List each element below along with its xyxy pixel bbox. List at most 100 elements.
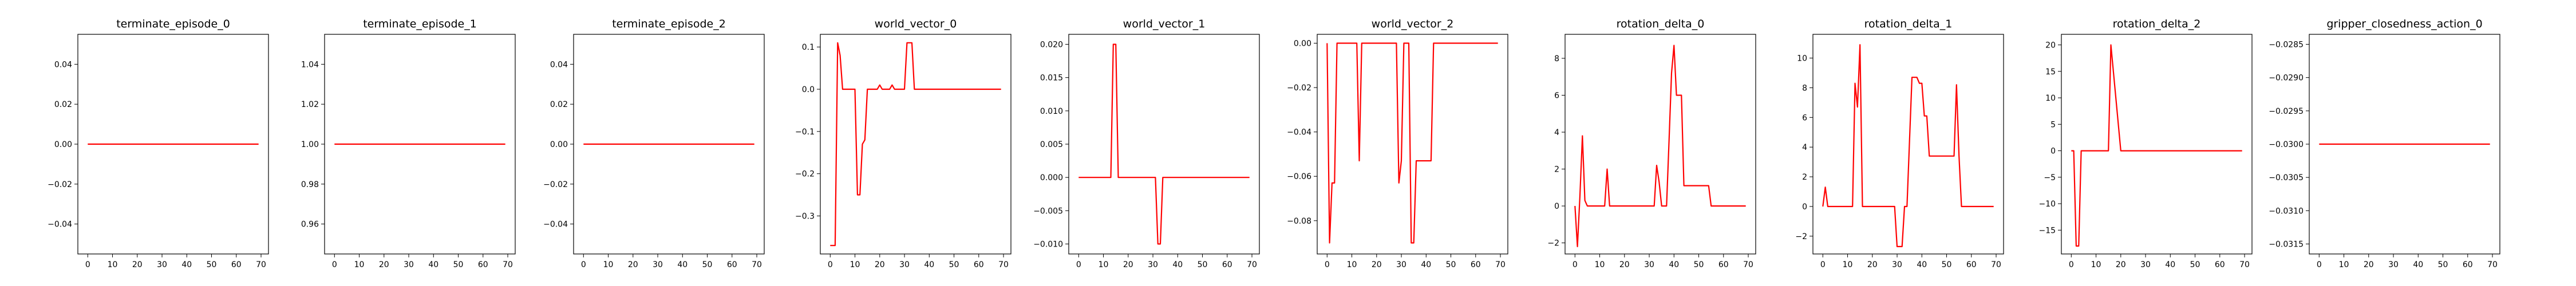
y-tick-label: −0.0300 — [2269, 140, 2304, 149]
y-tick-label: −0.0295 — [2269, 107, 2304, 116]
y-tick-label: 6 — [1554, 91, 1559, 100]
y-tick-label: −10 — [2038, 200, 2056, 209]
x-tick-label: 30 — [404, 260, 414, 269]
x-tick-label: 60 — [727, 260, 737, 269]
x-tick-label: 50 — [2438, 260, 2448, 269]
y-tick-label: −0.02 — [543, 180, 568, 189]
panel-title: rotation_delta_1 — [1864, 18, 1953, 30]
y-tick-label: −5 — [2044, 173, 2056, 182]
x-tick-label: 40 — [1172, 260, 1183, 269]
axes-frame — [1068, 34, 1260, 255]
x-tick-label: 20 — [1619, 260, 1630, 269]
x-tick-label: 0 — [2069, 260, 2074, 269]
x-tick-label: 50 — [453, 260, 464, 269]
axes-frame — [324, 34, 516, 255]
x-tick-label: 60 — [974, 260, 984, 269]
y-tick-label: 0.00 — [54, 140, 72, 149]
x-tick-label: 30 — [2388, 260, 2399, 269]
y-tick-label: 0 — [1802, 202, 1807, 212]
x-tick-label: 70 — [1991, 260, 2001, 269]
y-tick-label: −0.0305 — [2269, 173, 2304, 182]
x-tick-label: 20 — [1372, 260, 1382, 269]
x-tick-label: 10 — [1595, 260, 1605, 269]
y-tick-label: 0.02 — [54, 100, 72, 109]
y-tick-label: −0.04 — [543, 220, 568, 229]
y-tick-label: 2 — [1802, 173, 1807, 182]
y-tick-label: −0.04 — [48, 220, 72, 229]
y-tick-label: 0.1 — [802, 43, 815, 52]
y-tick-label: 1.02 — [301, 100, 319, 109]
y-tick-label: 0.020 — [1040, 40, 1063, 49]
y-tick-label: −2 — [1547, 239, 1559, 248]
y-tick-label: −0.02 — [1287, 84, 1311, 93]
panel-1: terminate_episode_1 0 10 20 30 40 50 60 70 0.96 0.… — [301, 18, 516, 269]
panel-title: rotation_delta_2 — [2113, 18, 2201, 30]
axes-frame — [573, 34, 765, 255]
y-tick-label: −0.2 — [795, 170, 815, 179]
y-tick-label: 8 — [1554, 54, 1559, 63]
x-tick-label: 40 — [2165, 260, 2175, 269]
x-tick-label: 40 — [1669, 260, 1679, 269]
y-tick-label: −0.1 — [795, 128, 815, 137]
x-tick-label: 30 — [1892, 260, 1902, 269]
panel-7: rotation_delta_1 0 10 20 30 40 50 60 70 −2 0 2 4 6 8 10 — [1795, 18, 2004, 269]
x-tick-label: 0 — [1076, 260, 1081, 269]
y-tick-label: 0 — [2050, 147, 2056, 156]
x-tick-label: 10 — [603, 260, 614, 269]
x-tick-label: 70 — [752, 260, 762, 269]
y-tick-label: −0.005 — [1033, 206, 1063, 216]
x-tick-label: 70 — [1247, 260, 1257, 269]
y-tick-label: 10 — [2045, 94, 2056, 103]
panel-title: world_vector_2 — [1372, 18, 1454, 30]
panel-6: rotation_delta_0 0 10 20 30 40 50 60 70 −2 0 2 4 6 8 — [1547, 18, 1756, 269]
y-tick-label: −0.0285 — [2269, 40, 2304, 49]
panel-title: world_vector_0 — [875, 18, 957, 30]
x-tick-label: 50 — [2190, 260, 2200, 269]
panel-3: world_vector_0 0 10 20 30 40 50 60 70 −0.3 −0.2 −0.… — [795, 18, 1012, 269]
x-tick-label: 20 — [875, 260, 885, 269]
x-tick-label: 30 — [653, 260, 663, 269]
y-tick-label: −0.0290 — [2269, 74, 2304, 83]
x-tick-label: 10 — [1099, 260, 1109, 269]
x-tick-label: 10 — [850, 260, 860, 269]
y-tick-label: 0.005 — [1040, 140, 1063, 149]
x-tick-label: 0 — [2317, 260, 2322, 269]
panel-title: terminate_episode_1 — [363, 18, 477, 30]
y-tick-label: −0.0310 — [2269, 206, 2304, 216]
panel-title: rotation_delta_0 — [1617, 18, 1705, 30]
x-tick-label: 30 — [2140, 260, 2151, 269]
x-tick-label: 40 — [677, 260, 688, 269]
x-tick-label: 60 — [478, 260, 488, 269]
x-tick-label: 20 — [628, 260, 638, 269]
x-tick-label: 20 — [379, 260, 389, 269]
x-tick-label: 30 — [1396, 260, 1406, 269]
x-tick-label: 40 — [1421, 260, 1431, 269]
x-tick-label: 60 — [231, 260, 242, 269]
y-tick-label: 20 — [2045, 41, 2056, 50]
y-tick-label: 0.00 — [550, 140, 568, 149]
x-tick-label: 60 — [2463, 260, 2473, 269]
axes-frame — [2061, 34, 2253, 255]
panel-9: gripper_closedness_action_0 0 10 20 30 40 50 60… — [2269, 18, 2500, 269]
y-tick-label: 0.98 — [301, 180, 319, 189]
y-tick-label: 0.04 — [550, 60, 568, 69]
y-tick-label: 0.000 — [1040, 173, 1063, 182]
panel-5: world_vector_2 0 10 20 30 40 50 60 70 −0.08 −0.06 −… — [1287, 18, 1508, 269]
y-tick-label: 8 — [1802, 84, 1807, 93]
x-tick-label: 0 — [332, 260, 337, 269]
axes-frame — [1564, 34, 1756, 255]
x-tick-label: 50 — [1942, 260, 1952, 269]
y-tick-label: 1.04 — [301, 60, 319, 69]
x-tick-label: 40 — [1917, 260, 1927, 269]
x-tick-label: 70 — [503, 260, 513, 269]
x-tick-label: 20 — [1867, 260, 1878, 269]
x-tick-label: 30 — [157, 260, 167, 269]
x-tick-label: 60 — [1222, 260, 1232, 269]
x-tick-label: 30 — [1644, 260, 1654, 269]
y-tick-label: −0.08 — [1287, 217, 1311, 226]
series-line — [1078, 43, 1250, 245]
x-tick-label: 0 — [1573, 260, 1578, 269]
x-tick-label: 70 — [1495, 260, 1506, 269]
y-tick-label: −15 — [2038, 226, 2056, 235]
